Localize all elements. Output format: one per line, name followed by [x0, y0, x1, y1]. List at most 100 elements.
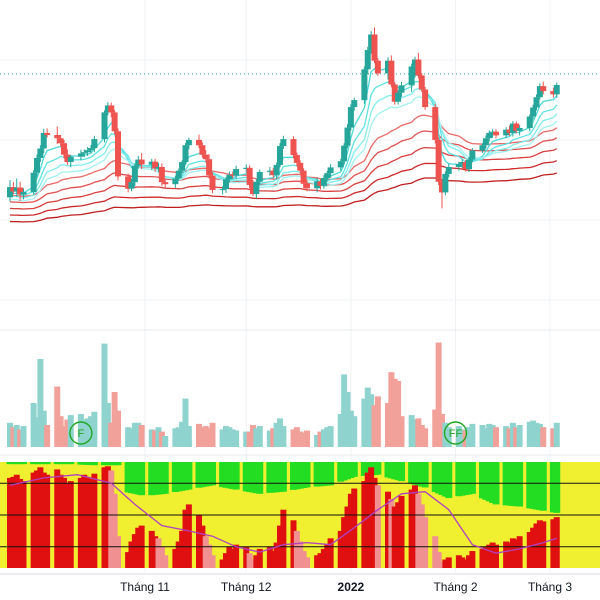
indicator-bar[interactable] [256, 548, 263, 568]
volume-bar[interactable] [229, 429, 236, 447]
indicator-bar[interactable] [250, 559, 256, 568]
indicator-bar[interactable] [229, 548, 236, 568]
indicator-bar[interactable] [108, 470, 115, 568]
candle-body[interactable] [509, 123, 516, 133]
candle-body[interactable] [162, 182, 169, 185]
indicator-bar[interactable] [455, 555, 462, 568]
indicator-bar[interactable] [67, 481, 74, 568]
indicator-bar[interactable] [439, 561, 445, 568]
candle-body[interactable] [371, 34, 378, 61]
volume-bar[interactable] [182, 398, 189, 447]
indicator-bar[interactable] [550, 519, 557, 568]
candle-body[interactable] [459, 162, 466, 165]
candle-body[interactable] [185, 139, 192, 146]
indicator-bar[interactable] [300, 551, 307, 568]
candle-body[interactable] [290, 139, 297, 156]
volume-bar[interactable] [138, 425, 145, 447]
indicator-bar[interactable] [13, 474, 20, 568]
volume-bar[interactable] [493, 427, 499, 447]
volume-bar[interactable] [415, 418, 422, 447]
candle-body[interactable] [361, 69, 368, 101]
volume-bar[interactable] [422, 428, 429, 447]
indicator-bar[interactable] [341, 517, 348, 568]
volume-bar[interactable] [54, 386, 61, 448]
volume-bar[interactable] [185, 426, 192, 447]
volume-bar[interactable] [13, 425, 20, 447]
volume-bar[interactable] [327, 426, 334, 447]
volume-bar[interactable] [273, 422, 280, 447]
candle-body[interactable] [202, 154, 209, 160]
indicator-bar[interactable] [44, 474, 51, 568]
volume-bar[interactable] [486, 423, 493, 447]
volume-bar[interactable] [324, 427, 331, 447]
candle-body[interactable] [148, 161, 155, 165]
indicator-bar[interactable] [219, 559, 226, 568]
volume-bar[interactable] [226, 427, 233, 447]
volume-bar[interactable] [503, 426, 510, 447]
indicator-bar[interactable] [506, 542, 513, 568]
candle-body[interactable] [489, 131, 496, 133]
candle-body[interactable] [482, 138, 489, 146]
candle-body[interactable] [550, 91, 557, 95]
volume-bar[interactable] [172, 428, 179, 447]
candle-body[interactable] [513, 123, 520, 131]
candle-body[interactable] [40, 132, 47, 149]
volume-bar[interactable] [101, 343, 108, 447]
indicator-bar[interactable] [128, 541, 135, 569]
candle-body[interactable] [135, 159, 142, 166]
indicator-bar[interactable] [364, 472, 371, 568]
indicator-bar[interactable] [196, 515, 202, 568]
indicator-bar[interactable] [17, 478, 24, 568]
candle-body[interactable] [44, 132, 51, 135]
volume-bar[interactable] [304, 430, 310, 448]
candle-body[interactable] [34, 157, 40, 173]
volume-bar[interactable] [202, 426, 209, 447]
candle-body[interactable] [273, 164, 280, 176]
candle-body[interactable] [152, 161, 159, 169]
volume-bar[interactable] [280, 426, 287, 447]
indicator-bar[interactable] [64, 483, 71, 568]
candle-body[interactable] [223, 179, 229, 190]
volume-bar[interactable] [290, 429, 297, 447]
indicator-bar[interactable] [516, 536, 523, 568]
candle-body[interactable] [516, 128, 523, 131]
candle-body[interactable] [125, 176, 132, 189]
volume-bar[interactable] [320, 429, 327, 447]
indicator-bar[interactable] [7, 477, 13, 568]
indicator-pane[interactable] [0, 462, 600, 568]
volume-bar[interactable] [469, 423, 476, 447]
volume-bar[interactable] [162, 436, 169, 447]
indicator-bar[interactable] [10, 476, 17, 568]
candle-body[interactable] [408, 66, 415, 86]
candle-body[interactable] [277, 146, 283, 165]
candle-body[interactable] [270, 170, 277, 176]
candle-body[interactable] [503, 129, 510, 136]
volume-bar[interactable] [337, 414, 344, 447]
indicator-bar[interactable] [111, 493, 118, 568]
candle-body[interactable] [179, 162, 186, 171]
volume-bar[interactable] [179, 421, 186, 447]
candle-body[interactable] [341, 145, 348, 162]
volume-bar[interactable] [243, 431, 250, 447]
volume-bar[interactable] [540, 427, 547, 447]
candle-body[interactable] [182, 145, 189, 163]
candle-body[interactable] [351, 100, 358, 108]
volume-bar[interactable] [175, 427, 182, 447]
candle-body[interactable] [229, 174, 236, 176]
candle-body[interactable] [256, 171, 263, 182]
volume-bar[interactable] [44, 425, 51, 447]
candle-body[interactable] [10, 187, 17, 192]
indicator-bar[interactable] [243, 546, 250, 568]
volume-marker[interactable]: F [69, 421, 93, 445]
candle-body[interactable] [455, 164, 462, 167]
volume-bar[interactable] [374, 396, 381, 447]
candle-body[interactable] [91, 139, 98, 149]
candle-body[interactable] [374, 60, 381, 74]
indicator-bar[interactable] [526, 531, 533, 568]
volume-bar[interactable] [364, 387, 371, 447]
volume-bar[interactable] [61, 426, 67, 447]
volume-bar[interactable] [314, 434, 321, 447]
volume-bar[interactable] [250, 425, 256, 447]
indicator-bar[interactable] [206, 544, 213, 568]
